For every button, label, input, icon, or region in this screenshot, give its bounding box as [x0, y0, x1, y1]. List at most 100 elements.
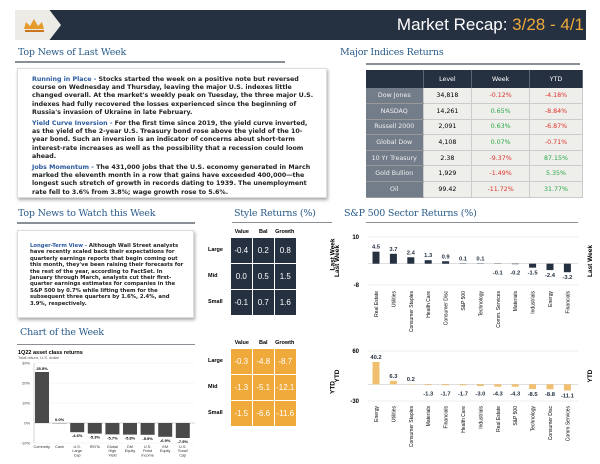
data-label: 25.5%: [36, 366, 48, 371]
data-label: 6.3: [389, 374, 398, 380]
news-text: For the first time since 2019, the yield…: [32, 120, 308, 160]
data-label: 2.4: [407, 250, 416, 256]
cell-ytd: 5.35%: [529, 165, 583, 183]
cell-ytd: 87.15%: [529, 150, 583, 167]
x-tick-label: Materials: [426, 406, 432, 427]
bar: [105, 423, 120, 435]
cell-week: -0.12%: [471, 88, 531, 105]
data-label: 4.5: [372, 245, 381, 251]
style-col-header: Value: [234, 229, 249, 235]
cell-ytd: -8.84%: [529, 103, 583, 120]
style-cell: 1.5: [275, 264, 296, 289]
page-title: Market Recap: 3/28 - 4/1: [397, 15, 584, 35]
cell-name: Russell 2000: [366, 119, 424, 136]
y-tick-label: -10%: [21, 441, 31, 446]
cell-name: NASDAQ: [366, 103, 424, 120]
style-row-header: Large: [208, 247, 223, 254]
bar: [529, 263, 537, 268]
data-label: 0.2: [407, 377, 415, 383]
style-row-header: Small: [208, 410, 223, 417]
style-col-header: Growth: [275, 340, 295, 346]
x-tick-label: S&P 500: [513, 406, 519, 426]
divider: [17, 344, 195, 345]
sector-ytd-chart: 60 -30 YTD YTD 40.2 Energy 6.3 Utilities 0.2 Cons…: [334, 349, 594, 448]
sector-last-week-chart: 10 -8 Last Week Last Week 4.5 Real Estate 3.7 U…: [334, 235, 594, 332]
news-lead: Running in Place -: [32, 76, 99, 83]
style-cell: -1.3: [231, 375, 252, 400]
y-tick-label: -30: [350, 399, 359, 405]
data-label: -8.8: [545, 392, 556, 398]
style-heading: Style Returns (%): [234, 208, 316, 219]
cell-ytd: -6.87%: [529, 119, 583, 136]
col-header: Week: [471, 70, 531, 88]
bar: [442, 261, 450, 264]
data-label: -5.7%: [107, 435, 118, 440]
cell-level: 4,108: [423, 134, 473, 151]
news-item: Jobs Momentum - The 431,000 jobs that th…: [32, 164, 316, 197]
data-label: -4.6%: [72, 433, 83, 438]
cell-level: 2,091: [423, 119, 473, 136]
x-tick-label: Energy: [374, 406, 380, 422]
data-label: -8.5: [528, 392, 539, 398]
table-header: Level Week YTD: [366, 70, 583, 88]
news-item: Running in Place - Stocks started the we…: [32, 76, 316, 117]
table-row: Dow Jones 34,818 -0.12% -4.18%: [366, 88, 583, 105]
chart-week-heading: Chart of the Week: [20, 327, 104, 338]
y-axis-label-right: Last Week: [587, 245, 594, 277]
bar: [372, 251, 380, 264]
cell-week: 0.65%: [471, 103, 531, 120]
col-header: YTD: [529, 70, 583, 88]
chart-title: 1Q22 asset class returns: [18, 350, 83, 356]
style-cell: -6.6: [253, 401, 274, 426]
x-tick-label: Consumer Staples: [409, 406, 415, 448]
style-cell: 0.0: [231, 264, 252, 289]
bar: [459, 384, 467, 386]
data-label: -4.3: [493, 391, 504, 397]
bar: [546, 384, 554, 390]
data-label: -3.0: [475, 391, 485, 397]
watch-lead: Longer-Term View -: [30, 243, 89, 249]
bar: [424, 260, 432, 264]
news-text: The 431,000 jobs that the U.S. economy g…: [32, 164, 311, 196]
style-cell: 0.2: [253, 238, 274, 263]
data-label: -4.3: [510, 391, 521, 397]
divider: [366, 222, 578, 223]
cell-level: 34,818: [423, 88, 473, 105]
style-cell: -0.3: [231, 349, 252, 374]
style-cell: -5.1: [253, 375, 274, 400]
y-tick-label: -8: [354, 283, 360, 289]
col-header: Level: [423, 70, 473, 88]
x-tick-label: REITs: [90, 445, 100, 449]
style-cell: -0.1: [231, 290, 252, 315]
data-label: 1.3: [424, 253, 433, 259]
data-label: -6.9%: [160, 438, 171, 443]
col-header: [366, 70, 424, 88]
sector-heading: S&P 500 Sector Returns (%): [344, 208, 477, 219]
bar: [563, 263, 571, 273]
data-label: -0.2: [510, 271, 520, 277]
data-label: -0.1: [493, 271, 504, 277]
y-tick-label: 20%: [22, 381, 30, 386]
table-row: Global Dow 4,108 0.07% -0.71%: [366, 134, 583, 151]
bar: [511, 384, 519, 387]
top-news-box: Running in Place - Stocks started the we…: [17, 68, 327, 198]
style-col-header: Bal: [258, 340, 268, 346]
divider: [366, 63, 580, 65]
style-col-header: Value: [234, 340, 249, 346]
chart-subtitle: Total return, U.S. dollar: [18, 355, 60, 360]
bar: [140, 423, 155, 435]
bar: [511, 263, 519, 265]
y-tick-label: 10%: [22, 401, 30, 406]
header-banner: [15, 10, 586, 40]
news-item: Yield Curve Inversion - For the first ti…: [32, 120, 316, 161]
bar: [546, 263, 554, 271]
table-row: 10 Yr Treasury 2.38 -9.37% 87.15%: [366, 150, 583, 167]
bar: [407, 257, 415, 264]
style-row-header: Large: [208, 358, 223, 365]
bar: [442, 384, 450, 386]
style-cell: -8.7: [275, 349, 296, 374]
y-tick-label: 60: [352, 349, 359, 355]
logo: [15, 10, 61, 40]
x-tick-label: Utilities: [391, 406, 397, 423]
